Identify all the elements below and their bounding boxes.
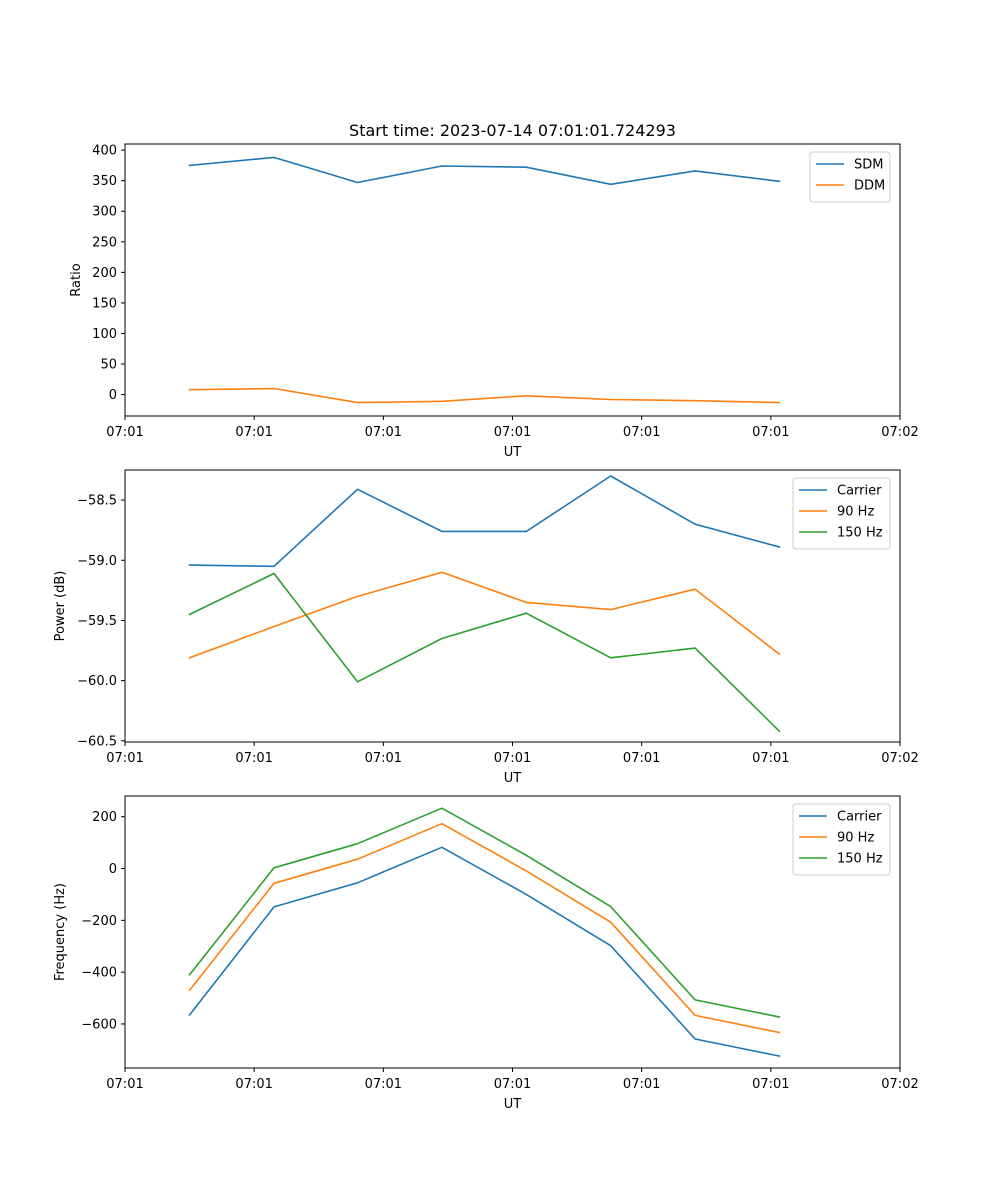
y-tick-label: −59.0 — [77, 554, 117, 569]
legend-label: 90 Hz — [837, 831, 874, 846]
series-line-ddm — [188, 387, 781, 404]
chart-3: 07:01 07:01 07:01 07:01 07:01 07:01 07:02 −600 −… — [53, 795, 919, 1112]
y-tick-label: −400 — [81, 966, 117, 981]
x-tick-label: 07:01 — [752, 751, 789, 766]
charts-container: 07:01 07:01 07:01 07:01 07:01 07:01 07:02 0 50 10… — [53, 143, 919, 1112]
x-tick-label: 07:01 — [752, 425, 789, 440]
x-tick-label: 07:02 — [881, 1077, 918, 1092]
chart-title: Start time: 2023-07-14 07:01:01.724293 — [349, 121, 676, 140]
x-tick-label: 07:01 — [365, 1077, 402, 1092]
series-line-sdm — [188, 156, 781, 186]
x-tick-label: 07:01 — [365, 751, 402, 766]
series-line-90-hz — [188, 571, 781, 659]
legend-label: DDM — [854, 179, 885, 194]
y-tick-label: −59.5 — [77, 614, 117, 629]
x-tick-label: 07:01 — [623, 1077, 660, 1092]
y-axis-label: Power (dB) — [53, 571, 68, 642]
y-axis-label: Frequency (Hz) — [53, 883, 68, 981]
y-tick-label: −600 — [81, 1017, 117, 1032]
y-tick-label: 400 — [92, 144, 117, 159]
series-line-carrier — [188, 846, 781, 1058]
x-tick-label: 07:01 — [235, 425, 272, 440]
x-tick-label: 07:01 — [494, 425, 531, 440]
legend-label: SDM — [854, 158, 883, 173]
y-tick-label: 0 — [109, 388, 117, 403]
y-tick-label: 300 — [92, 205, 117, 220]
x-tick-label: 07:02 — [881, 425, 918, 440]
series-line-90-hz — [188, 822, 781, 1034]
legend-label: 150 Hz — [837, 526, 883, 541]
y-tick-label: 200 — [92, 810, 117, 825]
x-tick-label: 07:01 — [235, 751, 272, 766]
series-line-150-hz — [188, 807, 781, 1018]
series-line-carrier — [188, 475, 781, 568]
y-tick-label: −200 — [81, 914, 117, 929]
y-tick-label: −60.0 — [77, 674, 117, 689]
y-tick-label: 100 — [92, 327, 117, 342]
y-tick-label: 150 — [92, 296, 117, 311]
legend: SDM DDM — [809, 151, 891, 203]
legend-label: 150 Hz — [837, 852, 883, 867]
y-tick-label: 50 — [100, 358, 117, 373]
y-tick-label: −58.5 — [77, 494, 117, 509]
x-axis-label: UT — [504, 445, 522, 460]
series-line-150-hz — [188, 572, 781, 733]
y-tick-label: −60.5 — [77, 734, 117, 749]
legend: Carrier 90 Hz 150 Hz — [792, 803, 891, 876]
x-tick-label: 07:01 — [623, 751, 660, 766]
chart-2: 07:01 07:01 07:01 07:01 07:01 07:01 07:02 −60.5… — [53, 469, 919, 786]
y-tick-label: 250 — [92, 235, 117, 250]
y-tick-label: 0 — [109, 862, 117, 877]
x-tick-label: 07:01 — [235, 1077, 272, 1092]
x-tick-label: 07:01 — [106, 751, 143, 766]
x-tick-label: 07:01 — [106, 425, 143, 440]
chart-1: 07:01 07:01 07:01 07:01 07:01 07:01 07:02 0 50 10… — [69, 143, 919, 460]
x-tick-label: 07:01 — [623, 425, 660, 440]
x-axis-label: UT — [504, 1097, 522, 1112]
legend-label: Carrier — [837, 810, 882, 825]
legend-label: Carrier — [837, 484, 882, 499]
x-axis-label: UT — [504, 771, 522, 786]
y-axis-label: Ratio — [69, 263, 84, 296]
x-tick-label: 07:01 — [365, 425, 402, 440]
x-tick-label: 07:01 — [106, 1077, 143, 1092]
x-tick-label: 07:01 — [494, 1077, 531, 1092]
legend-label: 90 Hz — [837, 505, 874, 520]
y-tick-label: 350 — [92, 174, 117, 189]
x-tick-label: 07:01 — [494, 751, 531, 766]
legend: Carrier 90 Hz 150 Hz — [792, 477, 891, 550]
y-tick-label: 200 — [92, 266, 117, 281]
x-tick-label: 07:01 — [752, 1077, 789, 1092]
x-tick-label: 07:02 — [881, 751, 918, 766]
